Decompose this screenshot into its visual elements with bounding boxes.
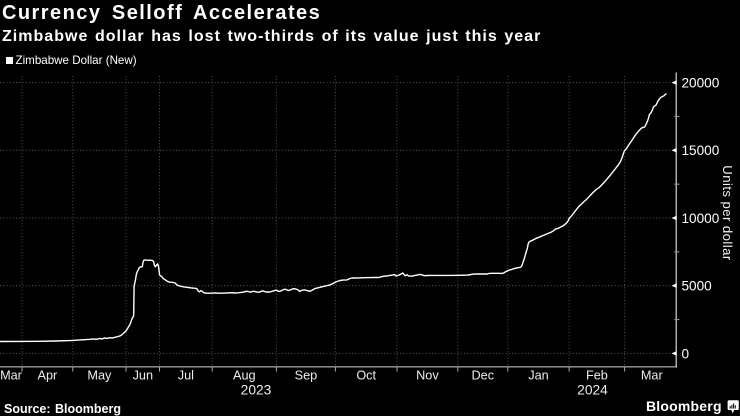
svg-text:Feb: Feb xyxy=(586,368,608,382)
svg-text:10000: 10000 xyxy=(682,211,720,226)
svg-text:Oct: Oct xyxy=(356,368,376,382)
svg-text:2023: 2023 xyxy=(241,383,272,398)
svg-text:Aug: Aug xyxy=(233,368,256,382)
svg-text:0: 0 xyxy=(682,346,690,361)
svg-text:Sep: Sep xyxy=(295,368,318,382)
svg-text:Dec: Dec xyxy=(472,368,495,382)
svg-text:Jan: Jan xyxy=(528,368,548,382)
svg-text:Jun: Jun xyxy=(133,368,153,382)
svg-text:Mar: Mar xyxy=(0,368,23,382)
svg-text:Apr: Apr xyxy=(38,368,59,382)
svg-text:20000: 20000 xyxy=(682,76,720,91)
svg-text:15000: 15000 xyxy=(682,143,720,158)
svg-text:Units per dollar: Units per dollar xyxy=(720,165,735,261)
svg-text:5000: 5000 xyxy=(682,279,713,294)
svg-text:2024: 2024 xyxy=(577,383,608,398)
svg-text:Nov: Nov xyxy=(416,368,439,382)
svg-text:May: May xyxy=(87,368,112,382)
svg-text:Mar: Mar xyxy=(641,368,664,382)
svg-text:Jul: Jul xyxy=(178,368,194,382)
